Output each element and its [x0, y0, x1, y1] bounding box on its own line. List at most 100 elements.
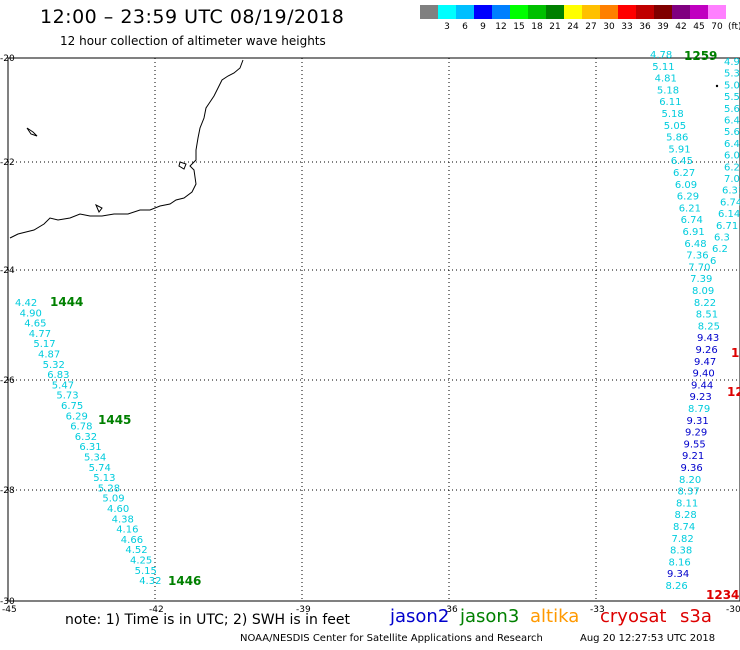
lon-label: -45: [2, 605, 17, 615]
scale-label: 70: [711, 22, 723, 32]
wave-height-value: 6.75: [61, 401, 83, 412]
wave-height-value: 8.26: [666, 581, 688, 592]
lon-label: -36: [443, 605, 458, 615]
scale-label: 18: [531, 22, 543, 32]
legend-jason2: jason2: [390, 606, 450, 627]
wave-height-value: 4.52: [125, 545, 147, 556]
scale-bin: 21: [546, 5, 564, 32]
wave-height-value: 4.78: [650, 50, 672, 61]
scale-swatch: [546, 5, 564, 19]
scale-label: 12: [495, 22, 507, 32]
map-subtitle: 12 hour collection of altimeter wave hei…: [60, 34, 326, 48]
scale-bin: 36: [636, 5, 654, 32]
pass-time-label: 1234: [706, 588, 739, 602]
note-text: note: 1) Time is in UTC; 2) SWH is in fe…: [65, 612, 351, 628]
scale-swatch: [456, 5, 474, 19]
wave-height-value: 6.22: [724, 162, 740, 173]
scale-label: 24: [567, 22, 579, 32]
axis-labels: -45 -42 -39 -36 -33 -30 -20 -22 -24 -26 -28 -30: [0, 54, 740, 615]
scale-bin: 30: [600, 5, 618, 32]
wave-height-value: 6.29: [66, 411, 88, 422]
footer-timestamp: Aug 20 12:27:53 UTC 2018: [580, 633, 716, 644]
scale-swatch: [582, 5, 600, 19]
scale-bin: 12: [492, 5, 510, 32]
pass-time-label: 1446: [168, 574, 201, 588]
wave-height-value: 5.6: [724, 104, 740, 115]
wave-height-value: 7.39: [690, 274, 712, 285]
wave-height-value: 8.28: [675, 510, 697, 521]
scale-bin: 39: [654, 5, 672, 32]
wave-height-value: 4.42: [15, 298, 37, 309]
wave-height-value: 4.87: [38, 350, 60, 361]
lon-label: -30: [726, 605, 740, 615]
wave-height-value: 8.20: [679, 475, 701, 486]
wave-height-value: 6.91: [683, 227, 705, 238]
wave-height-value: 7.82: [672, 534, 694, 545]
wave-height-value: 9.26: [696, 345, 718, 356]
wave-height-value: 6.74: [720, 197, 740, 208]
wave-height-value: 9.29: [685, 428, 707, 439]
wave-height-value: 5.15: [135, 566, 157, 577]
wave-height-value: 9.36: [681, 463, 703, 474]
scale-swatch: [636, 5, 654, 19]
wave-height-value: 8.51: [696, 310, 718, 321]
wave-height-value: 5.34: [84, 453, 106, 464]
island: [178, 161, 187, 170]
position-dot: [715, 84, 719, 88]
wave-height-value: 4.32: [139, 576, 161, 587]
scale-unit: (ft): [728, 22, 740, 32]
legend-s3a: s3a: [680, 606, 712, 627]
west-track: 4.424.904.654.775.174.875.326.835.475.73…: [15, 298, 161, 587]
wave-height-value: 6.32: [75, 432, 97, 443]
wave-height-value: 9.40: [693, 369, 715, 380]
wave-height-value: 6.21: [679, 203, 701, 214]
wave-height-value: 5.3: [724, 69, 740, 80]
scale-swatch: [564, 5, 582, 19]
scale-bin: 42: [672, 5, 690, 32]
lat-label: -28: [0, 486, 15, 496]
wave-height-value: 9.31: [687, 416, 709, 427]
wave-height-value: 6.83: [47, 370, 69, 381]
scale-label: 15: [513, 22, 525, 32]
wave-height-value: 6.78: [70, 422, 92, 433]
wave-height-value: 6.14: [718, 209, 740, 220]
wave-height-value: 8.38: [670, 546, 692, 557]
legend-cryosat: cryosat: [600, 606, 667, 627]
wave-height-value: 6.2: [712, 244, 728, 255]
map-frame: [7, 57, 740, 602]
wave-height-value: 8.37: [678, 487, 700, 498]
wave-height-value: 6.08: [724, 151, 740, 162]
wave-height-value: 4.77: [29, 329, 51, 340]
wave-height-value: 5.0: [724, 80, 740, 91]
legend-altika: altika: [530, 606, 580, 627]
wave-height-value: 8.79: [688, 404, 710, 415]
wave-height-value: 9.21: [682, 451, 704, 462]
island: [95, 203, 103, 213]
wave-height-value: 6.11: [659, 97, 681, 108]
scale-bin: 45: [690, 5, 708, 32]
scale-bin: [420, 5, 438, 32]
scale-label: 33: [621, 22, 633, 32]
scale-label: 36: [639, 22, 651, 32]
wave-height-value: 4.81: [655, 74, 677, 85]
wave-height-value: 4.38: [112, 514, 134, 525]
wave-height-value: 5.18: [662, 109, 684, 120]
wave-height-value: 6.45: [671, 156, 693, 167]
scale-swatch: [438, 5, 456, 19]
wave-height-value: 4.90: [20, 308, 42, 319]
wave-height-value: 6.31: [722, 186, 740, 197]
lat-label: -26: [0, 376, 15, 386]
wave-height-value: 5.73: [56, 391, 78, 402]
lat-label: -22: [0, 158, 15, 168]
wave-height-value: 9.34: [667, 569, 689, 580]
scale-label: 39: [657, 22, 669, 32]
scale-swatch: [618, 5, 636, 19]
wave-height-value: 6.74: [681, 215, 703, 226]
wave-height-value: 8.74: [673, 522, 695, 533]
wave-height-value: 6.29: [677, 192, 699, 203]
wave-height-value: 9.43: [697, 333, 719, 344]
wave-height-value: 8.11: [676, 498, 698, 509]
wave-height-value: 5.13: [93, 473, 115, 484]
wave-height-value: 6.48: [684, 239, 706, 250]
